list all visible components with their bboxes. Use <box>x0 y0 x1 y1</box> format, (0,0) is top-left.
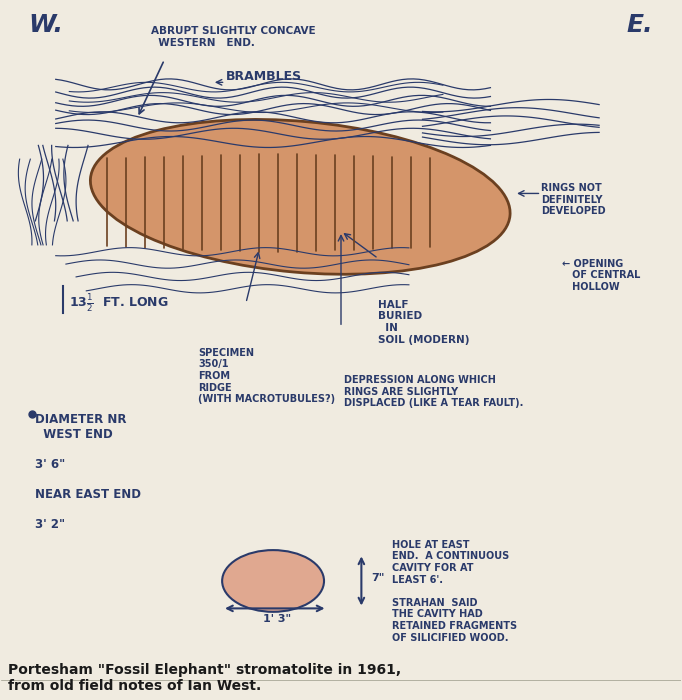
Text: 1' 3": 1' 3" <box>263 614 291 624</box>
Text: E.: E. <box>626 13 653 37</box>
Text: DEPRESSION ALONG WHICH
RINGS ARE SLIGHTLY
DISPLACED (LIKE A TEAR FAULT).: DEPRESSION ALONG WHICH RINGS ARE SLIGHTL… <box>344 375 524 408</box>
Ellipse shape <box>91 120 510 274</box>
Text: RINGS NOT
DEFINITELY
DEVELOPED: RINGS NOT DEFINITELY DEVELOPED <box>542 183 606 216</box>
Text: HOLE AT EAST
END.  A CONTINUOUS
CAVITY FOR AT
LEAST 6'.

STRAHAN  SAID
THE CAVIT: HOLE AT EAST END. A CONTINUOUS CAVITY FO… <box>392 540 517 643</box>
Text: HALF
BURIED
  IN
SOIL (MODERN): HALF BURIED IN SOIL (MODERN) <box>379 300 470 344</box>
Text: SPECIMEN
350/1
FROM
RIDGE
(WITH MACROTUBULES?): SPECIMEN 350/1 FROM RIDGE (WITH MACROTUB… <box>198 348 336 404</box>
Text: W.: W. <box>29 13 63 37</box>
Text: 13$\frac{1}{2}$  FT. LONG: 13$\frac{1}{2}$ FT. LONG <box>70 292 169 314</box>
Text: 7": 7" <box>372 573 385 583</box>
Ellipse shape <box>222 550 324 612</box>
Text: ← OPENING
   OF CENTRAL
   HOLLOW: ← OPENING OF CENTRAL HOLLOW <box>562 258 640 292</box>
Text: Portesham "Fossil Elephant" stromatolite in 1961,
from old field notes of Ian We: Portesham "Fossil Elephant" stromatolite… <box>8 664 401 694</box>
Text: ABRUPT SLIGHTLY CONCAVE
  WESTERN   END.: ABRUPT SLIGHTLY CONCAVE WESTERN END. <box>151 27 316 48</box>
Text: BRAMBLES: BRAMBLES <box>226 70 301 83</box>
Text: DIAMETER NR
  WEST END

3' 6"

NEAR EAST END

3' 2": DIAMETER NR WEST END 3' 6" NEAR EAST END… <box>35 413 141 531</box>
